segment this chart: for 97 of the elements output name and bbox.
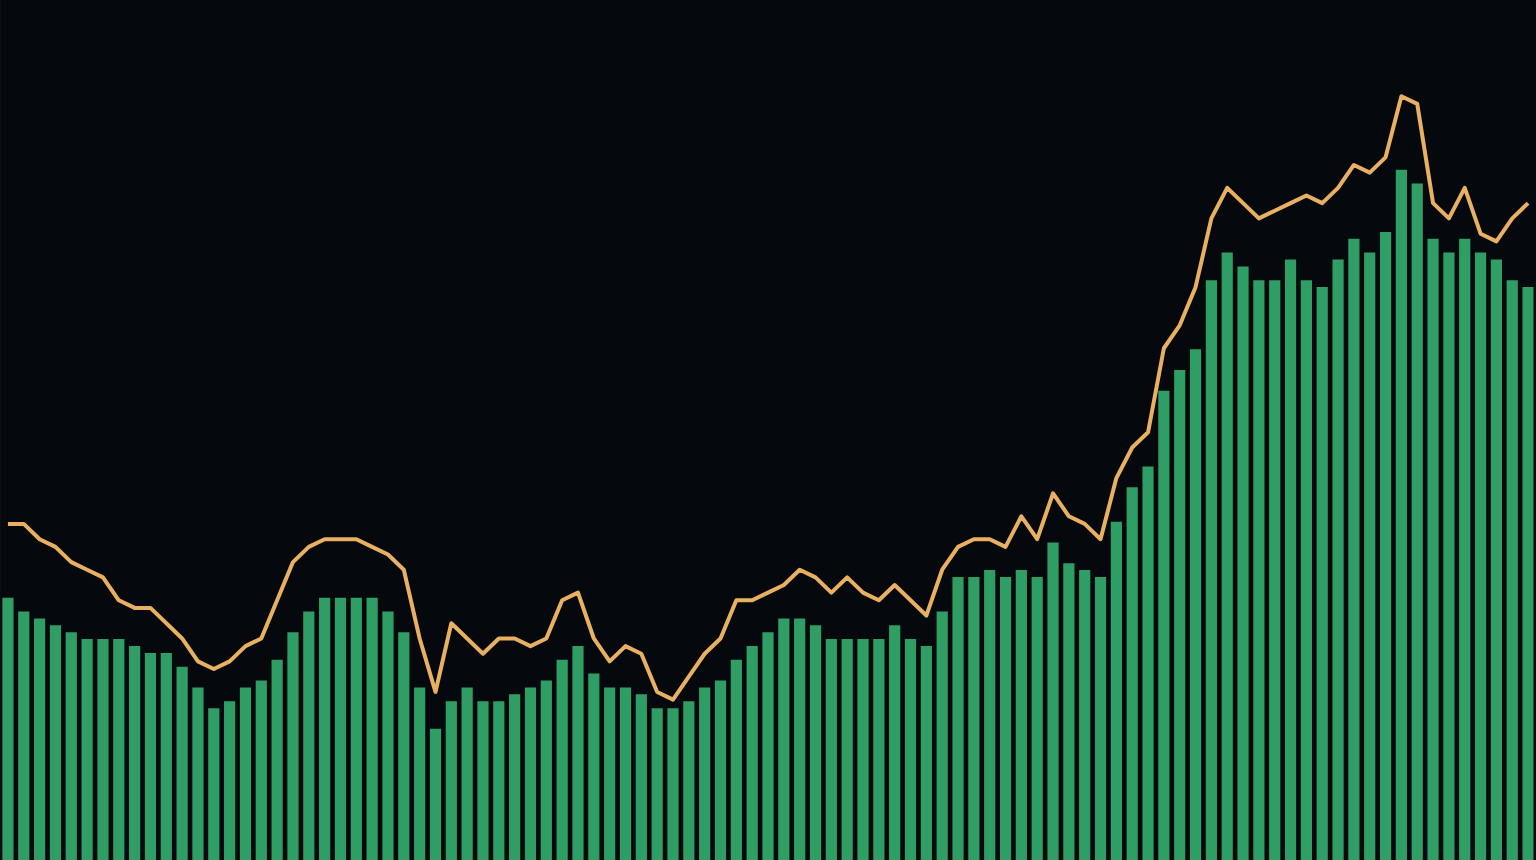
bar bbox=[192, 687, 204, 860]
bar bbox=[509, 694, 521, 860]
bar bbox=[144, 652, 157, 860]
bar bbox=[1110, 521, 1122, 860]
bar bbox=[635, 694, 647, 860]
bar bbox=[160, 652, 172, 860]
bar bbox=[1474, 252, 1487, 860]
bar bbox=[271, 659, 283, 860]
bar bbox=[2, 597, 14, 860]
bar bbox=[129, 646, 141, 860]
bar bbox=[1427, 238, 1439, 860]
bar bbox=[1015, 570, 1027, 860]
bar bbox=[999, 576, 1012, 860]
bar bbox=[984, 570, 996, 860]
bar bbox=[1395, 169, 1407, 860]
bar bbox=[920, 646, 932, 860]
bar bbox=[1237, 266, 1249, 860]
bar bbox=[1522, 287, 1534, 860]
bar bbox=[1031, 576, 1043, 860]
bar bbox=[794, 618, 806, 860]
bar bbox=[1506, 280, 1518, 860]
bar bbox=[1332, 259, 1344, 860]
bar bbox=[113, 639, 125, 860]
bar bbox=[224, 701, 236, 860]
bar bbox=[968, 576, 980, 860]
bar bbox=[667, 708, 679, 860]
bar bbox=[1142, 466, 1154, 860]
bar bbox=[1411, 183, 1423, 860]
bar bbox=[493, 701, 505, 860]
bar bbox=[1189, 349, 1202, 860]
bar bbox=[1269, 280, 1281, 860]
bar bbox=[1300, 280, 1312, 860]
bar bbox=[1443, 252, 1455, 860]
bar bbox=[588, 673, 600, 860]
bar bbox=[81, 639, 93, 860]
bar bbox=[382, 611, 394, 860]
bar bbox=[714, 680, 727, 860]
bar bbox=[65, 632, 77, 860]
bar bbox=[18, 611, 30, 860]
bar bbox=[524, 687, 537, 860]
bar bbox=[255, 680, 267, 860]
bar bbox=[936, 611, 948, 860]
bar bbox=[683, 701, 695, 860]
bar bbox=[1205, 280, 1217, 860]
bar bbox=[809, 625, 822, 860]
bar bbox=[1079, 570, 1091, 860]
bar bbox=[461, 687, 473, 860]
bar bbox=[1126, 487, 1138, 860]
bar bbox=[208, 708, 220, 860]
bar bbox=[1490, 259, 1503, 860]
bar bbox=[239, 687, 252, 860]
bar bbox=[1174, 369, 1186, 860]
bar bbox=[1379, 231, 1392, 860]
bar bbox=[841, 639, 853, 860]
bar bbox=[477, 701, 489, 860]
bar bbox=[34, 618, 46, 860]
bar bbox=[857, 639, 869, 860]
bar bbox=[429, 728, 442, 860]
bar bbox=[762, 632, 774, 860]
bar bbox=[49, 625, 62, 860]
bar bbox=[873, 639, 885, 860]
bar bbox=[651, 708, 663, 860]
bar bbox=[746, 646, 758, 860]
bar bbox=[778, 618, 790, 860]
bar bbox=[699, 687, 711, 860]
bar bbox=[604, 687, 616, 860]
bar bbox=[350, 597, 362, 860]
bar bbox=[445, 701, 457, 860]
bar bbox=[319, 597, 331, 860]
bar bbox=[1063, 563, 1075, 860]
bar bbox=[1047, 542, 1059, 860]
bar bbox=[730, 659, 742, 860]
bar bbox=[1094, 576, 1107, 860]
bar bbox=[1348, 238, 1360, 860]
bar bbox=[1158, 390, 1170, 860]
bar bbox=[334, 597, 347, 860]
bar bbox=[904, 639, 917, 860]
bar bbox=[619, 687, 632, 860]
bar bbox=[889, 625, 901, 860]
bar bbox=[1253, 280, 1265, 860]
bar bbox=[303, 611, 315, 860]
bar bbox=[287, 632, 299, 860]
bar bbox=[1221, 252, 1233, 860]
bar bbox=[398, 632, 410, 860]
bar bbox=[540, 680, 552, 860]
bar bbox=[1364, 252, 1376, 860]
bar bbox=[1316, 287, 1328, 860]
bar bbox=[97, 639, 109, 860]
bar bbox=[176, 666, 188, 860]
bar bbox=[1284, 259, 1297, 860]
bar bbox=[366, 597, 378, 860]
bar bbox=[1459, 238, 1471, 860]
bar bbox=[825, 639, 837, 860]
bar bbox=[572, 646, 584, 860]
bar bbox=[556, 659, 568, 860]
bar bbox=[414, 687, 426, 860]
bar bbox=[952, 576, 964, 860]
